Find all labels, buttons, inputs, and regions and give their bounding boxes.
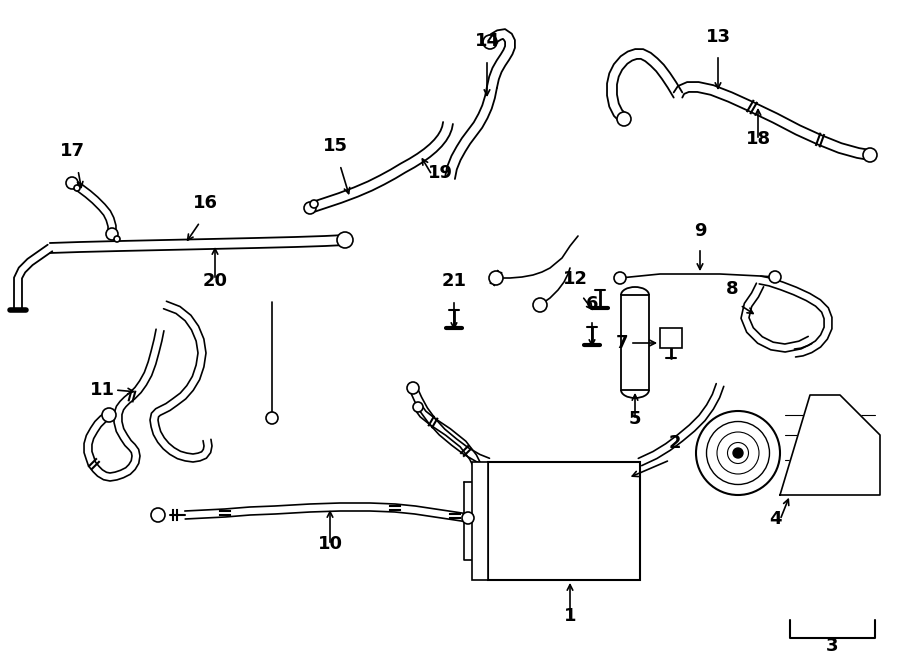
- Circle shape: [462, 512, 474, 524]
- Text: 6: 6: [586, 295, 598, 313]
- Circle shape: [733, 448, 743, 458]
- Circle shape: [769, 271, 781, 283]
- Text: 14: 14: [474, 32, 500, 50]
- Circle shape: [533, 298, 547, 312]
- Text: 7: 7: [616, 334, 628, 352]
- Circle shape: [66, 177, 78, 189]
- Circle shape: [614, 272, 626, 284]
- Text: 10: 10: [318, 535, 343, 553]
- Circle shape: [102, 408, 116, 422]
- Text: 17: 17: [59, 142, 85, 160]
- Circle shape: [304, 202, 316, 214]
- Circle shape: [727, 442, 749, 463]
- Circle shape: [106, 228, 118, 240]
- Text: 13: 13: [706, 28, 731, 46]
- Circle shape: [483, 35, 497, 49]
- Text: 5: 5: [629, 410, 641, 428]
- Bar: [488, 462, 640, 580]
- Circle shape: [413, 402, 423, 412]
- Circle shape: [706, 422, 770, 485]
- Circle shape: [266, 412, 278, 424]
- Bar: [472, 462, 488, 580]
- Text: 3: 3: [826, 637, 838, 655]
- Text: 20: 20: [202, 272, 228, 290]
- Bar: [660, 328, 682, 348]
- Text: 8: 8: [725, 280, 738, 298]
- Text: 2: 2: [669, 434, 681, 452]
- Circle shape: [407, 382, 419, 394]
- Circle shape: [696, 411, 780, 495]
- Circle shape: [489, 271, 503, 285]
- Circle shape: [337, 232, 353, 248]
- Text: 11: 11: [89, 381, 114, 399]
- Text: 12: 12: [562, 270, 588, 288]
- Bar: [621, 295, 649, 390]
- Text: 16: 16: [193, 194, 218, 212]
- Circle shape: [717, 432, 759, 474]
- Circle shape: [114, 236, 120, 242]
- Text: 9: 9: [694, 222, 706, 240]
- Text: 4: 4: [769, 510, 781, 528]
- Circle shape: [310, 200, 318, 208]
- Text: 15: 15: [322, 137, 347, 155]
- Circle shape: [617, 112, 631, 126]
- Polygon shape: [780, 395, 880, 495]
- Circle shape: [863, 148, 877, 162]
- Text: 1: 1: [563, 607, 576, 625]
- Text: 18: 18: [745, 130, 770, 148]
- Text: 19: 19: [428, 164, 453, 182]
- Circle shape: [151, 508, 165, 522]
- Circle shape: [74, 185, 80, 191]
- Text: 21: 21: [442, 272, 466, 290]
